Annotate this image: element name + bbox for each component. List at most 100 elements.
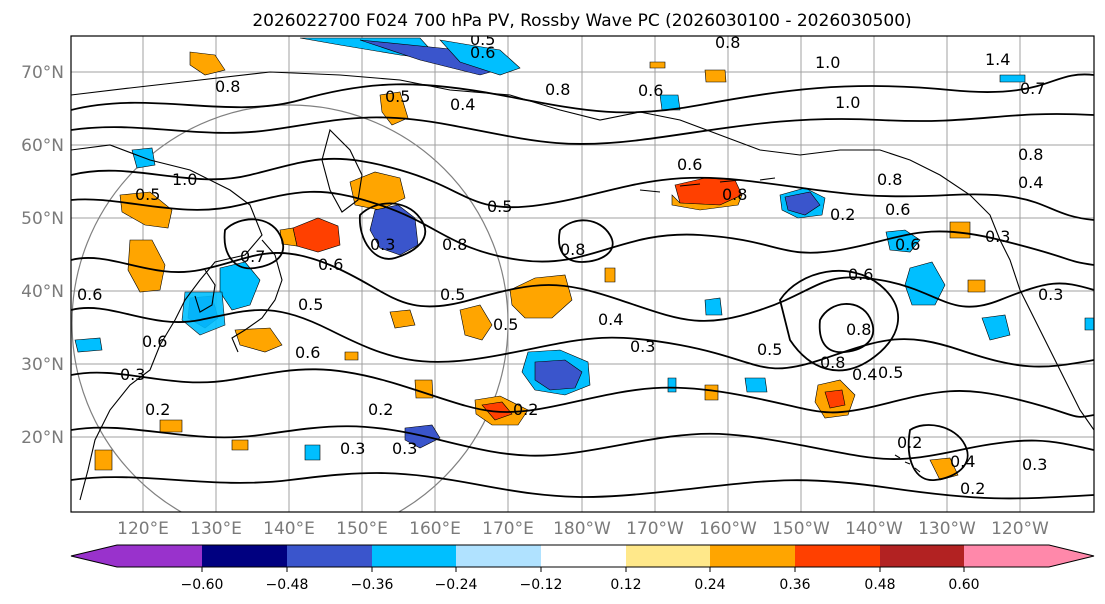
coastlines [71, 71, 1094, 501]
anomaly-neg-strong [784, 191, 821, 216]
contour-label: 0.5 [878, 363, 903, 382]
anomaly-pos-strong [824, 389, 846, 409]
colorbar-tick-label: −0.48 [266, 577, 309, 593]
colorbar-tick-label: 0.24 [694, 577, 725, 593]
colorbar-tick-label: −0.36 [351, 577, 394, 593]
coastline-north-america-west [999, 239, 1094, 431]
colorbar-segment [456, 545, 541, 567]
contour-label: 0.6 [848, 265, 873, 284]
anomaly-pos [127, 239, 166, 293]
lon-label: 150°W [772, 519, 830, 539]
anomaly-neg [659, 94, 681, 111]
coastline-alaska [639, 111, 1001, 241]
contour-label: 0.2 [513, 400, 538, 419]
lon-label: 180°W [553, 519, 611, 539]
coastline-east-asia [71, 144, 263, 501]
contour-label: 0.5 [493, 315, 518, 334]
lon-label: 150°E [336, 519, 388, 539]
anomaly-pos [929, 457, 959, 481]
colorbar-tick-label: −0.12 [520, 577, 563, 593]
anomaly-neg [439, 39, 521, 76]
contour-label: 0.4 [598, 310, 623, 329]
map-title: 2026022700 F024 700 hPa PV, Rossby Wave … [252, 11, 911, 31]
lat-label-40: 40°N [21, 282, 64, 302]
anomaly-neg [885, 229, 921, 253]
lat-label-20: 20°N [21, 428, 64, 448]
lon-label: 170°E [482, 519, 534, 539]
map-border [70, 35, 1095, 513]
anomaly-pos [704, 384, 719, 401]
contour-label: 0.4 [450, 95, 475, 114]
colorbar-ticks [201, 567, 965, 572]
contour-label: 0.3 [1038, 285, 1063, 304]
anomaly-neg [304, 444, 321, 461]
latitude-labels: 70°N 60°N 50°N 40°N 30°N 20°N [21, 63, 64, 448]
contour-label: 0.3 [120, 365, 145, 384]
contour-label: 0.5 [440, 285, 465, 304]
contour-label: 0.3 [630, 337, 655, 356]
lon-label: 130°W [918, 519, 976, 539]
anomaly-neg [181, 291, 226, 336]
colorbar-tick-label: 0.48 [864, 577, 895, 593]
lon-label: 140°E [263, 519, 315, 539]
lon-label: 120°E [117, 519, 169, 539]
contour-label: 0.8 [820, 353, 845, 372]
lat-label-30: 30°N [21, 355, 64, 375]
anomaly-neg [1084, 317, 1094, 331]
colorbar-tick-label: 0.12 [610, 577, 641, 593]
contour-label: 0.3 [340, 439, 365, 458]
contour-label: 0.6 [77, 285, 102, 304]
contour-label: 0.7 [240, 247, 265, 266]
lon-label: 120°W [991, 519, 1049, 539]
contour-label: 0.7 [1020, 79, 1045, 98]
contour-label: 0.5 [298, 295, 323, 314]
contour-label: 0.2 [960, 479, 985, 498]
lon-label: 130°E [190, 519, 242, 539]
contour-label: 0.2 [897, 433, 922, 452]
coastline-hawaii [894, 454, 921, 473]
contour-label: 0.3 [392, 439, 417, 458]
colorbar-segment [964, 545, 1049, 567]
contour-label: 0.8 [722, 185, 747, 204]
colorbar-tick-label: 0.60 [948, 577, 979, 593]
pv-contours [71, 73, 1094, 500]
anomaly-neg-strong [534, 359, 583, 391]
anomaly-pos [234, 327, 283, 353]
contour-label: 1.0 [815, 53, 840, 72]
contour-label: 0.8 [877, 170, 902, 189]
colorbar-segment [117, 545, 202, 567]
anomaly-neg [981, 314, 1011, 341]
lon-label: 160°W [699, 519, 757, 539]
contour-label: 1.0 [172, 170, 197, 189]
anomaly-neg-strong [369, 204, 419, 256]
contour-label: 0.6 [142, 332, 167, 351]
reference-circle [71, 104, 509, 512]
anomaly-neg [74, 337, 103, 353]
anomaly-neg [999, 74, 1026, 83]
colorbar-tick-label: −0.24 [435, 577, 478, 593]
contour-label: 0.6 [318, 255, 343, 274]
contour-label: 0.6 [295, 343, 320, 362]
contour-label: 0.8 [215, 77, 240, 96]
contour-label: 0.8 [442, 235, 467, 254]
contour-label: 0.6 [895, 235, 920, 254]
anomaly-neg [904, 261, 946, 306]
contour-label: 0.6 [638, 81, 663, 100]
contour-label: 0.8 [846, 320, 871, 339]
anomaly-pos [949, 221, 971, 239]
coastline-siberia [71, 71, 641, 121]
colorbar-segment [710, 545, 795, 567]
contour-label: 0.2 [145, 400, 170, 419]
colorbar-segment [71, 545, 117, 567]
anomaly-pos [344, 351, 359, 361]
colorbar-segment [626, 545, 710, 567]
anomaly-pos [704, 69, 727, 83]
colorbar-segment [1049, 545, 1094, 567]
anomaly-pos [671, 194, 743, 211]
lat-label-70: 70°N [21, 63, 64, 83]
contour-label: 1.0 [835, 93, 860, 112]
contour-label: 0.2 [368, 400, 393, 419]
anomaly-pos [459, 304, 493, 341]
contour-label: 0.3 [1022, 455, 1047, 474]
